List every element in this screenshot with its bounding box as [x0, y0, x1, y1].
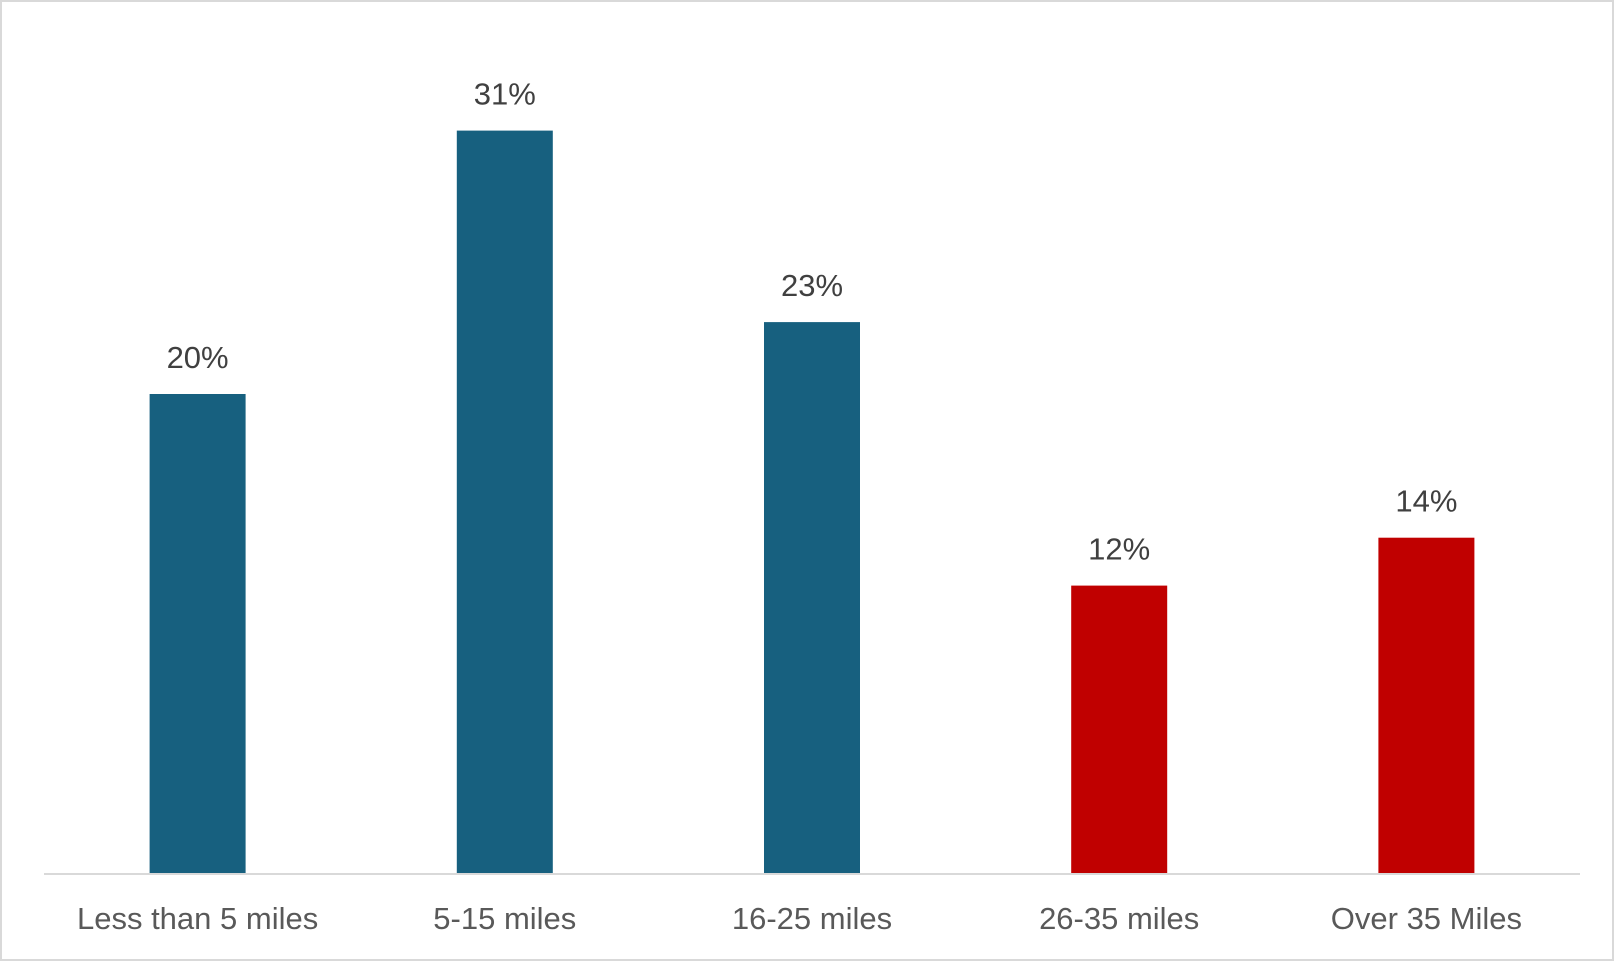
category-label-3: 26-35 miles	[1039, 901, 1199, 936]
bar-0	[149, 394, 246, 873]
bar-1	[456, 130, 553, 874]
category-labels-layer: Less than 5 miles 5-15 miles 16-25 miles 26…	[77, 901, 1522, 936]
bar-2	[764, 322, 860, 874]
category-label-2: 16-25 miles	[732, 901, 892, 936]
data-label-2: 23%	[781, 268, 843, 303]
category-label-4: Over 35 Miles	[1331, 901, 1522, 936]
data-labels-layer: 20% 31% 23% 12% 14%	[167, 77, 1458, 567]
bar-4	[1378, 537, 1475, 873]
bars-layer	[149, 130, 1475, 874]
data-label-1: 31%	[474, 77, 536, 112]
bar-3	[1071, 585, 1168, 873]
data-label-0: 20%	[167, 340, 229, 375]
category-label-0: Less than 5 miles	[77, 901, 318, 936]
data-label-3: 12%	[1088, 532, 1150, 567]
data-label-4: 14%	[1395, 484, 1457, 519]
category-label-1: 5-15 miles	[433, 901, 576, 936]
